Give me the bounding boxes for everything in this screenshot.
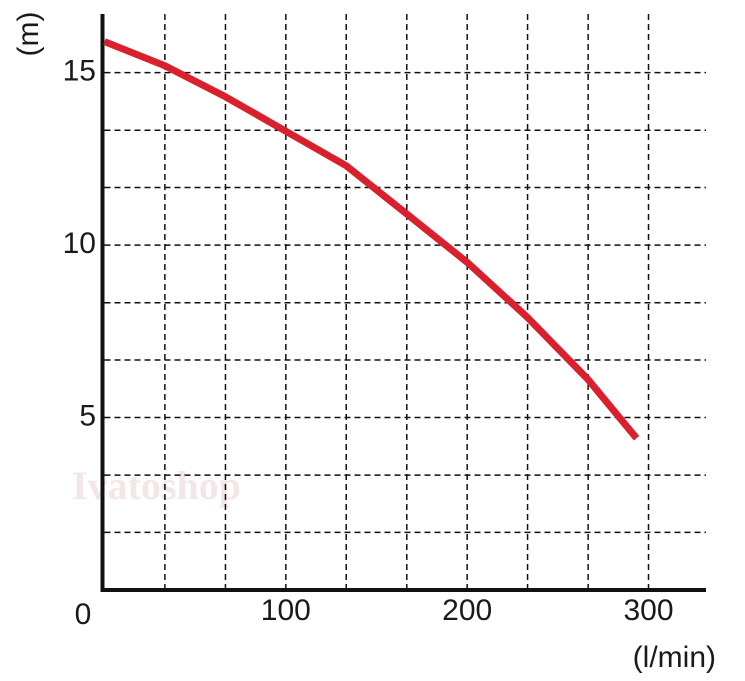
x-axis-label: (l/min)	[633, 641, 716, 674]
y-tick-label: 15	[63, 55, 96, 88]
x-tick-label: 200	[442, 594, 492, 627]
y-tick-label: 10	[63, 227, 96, 260]
curve	[103, 38, 640, 441]
y-axis-label: (m)	[12, 12, 45, 57]
x-tick-label: 100	[261, 594, 311, 627]
x-tick-label: 0	[75, 598, 92, 631]
watermark: Ivatoshop	[72, 463, 241, 508]
y-tick-label: 5	[79, 399, 96, 432]
x-tick-label: 300	[623, 594, 673, 627]
